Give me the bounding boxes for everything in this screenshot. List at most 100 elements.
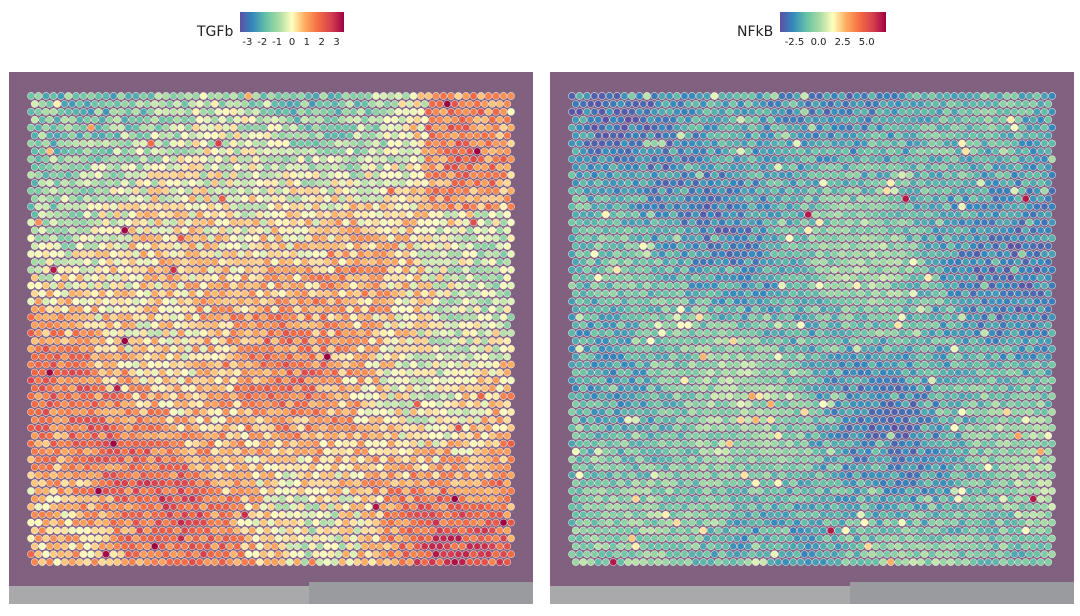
spot: [402, 329, 410, 337]
spot: [796, 115, 805, 124]
spot: [79, 329, 88, 337]
spot: [334, 202, 343, 211]
spot: [312, 139, 320, 148]
spot: [45, 495, 54, 503]
spot: [950, 186, 959, 195]
spot: [733, 123, 741, 132]
spot: [282, 360, 290, 369]
spot: [571, 226, 580, 235]
spot: [372, 281, 380, 290]
spot: [495, 147, 504, 156]
spot: [935, 186, 944, 195]
spot: [744, 210, 753, 219]
spot: [353, 289, 362, 298]
spot: [297, 171, 305, 179]
spot: [259, 344, 268, 353]
spot: [327, 329, 335, 337]
spot: [785, 171, 794, 179]
spot: [924, 147, 933, 156]
spot: [409, 171, 418, 179]
spot: [680, 202, 689, 211]
spot: [214, 518, 223, 527]
spot: [150, 131, 159, 140]
spot: [94, 234, 103, 243]
spot: [473, 352, 482, 361]
spot: [1018, 155, 1026, 164]
spot: [90, 305, 99, 314]
spot: [105, 226, 114, 235]
spot: [488, 226, 497, 235]
spot: [398, 115, 407, 124]
spot: [139, 202, 148, 211]
spot: [330, 258, 339, 266]
spot: [229, 186, 238, 195]
spot: [477, 329, 485, 337]
spot: [244, 107, 253, 116]
spot: [188, 368, 197, 377]
spot: [714, 131, 723, 140]
spot: [853, 92, 861, 100]
spot: [368, 431, 377, 440]
spot: [394, 471, 403, 480]
spot: [1044, 131, 1053, 140]
spot: [308, 431, 317, 440]
spot: [973, 218, 981, 227]
spot: [315, 242, 324, 250]
spot: [27, 202, 35, 211]
spot: [462, 487, 470, 495]
spot: [342, 534, 350, 543]
spot: [480, 163, 489, 171]
spot: [165, 289, 174, 298]
spot: [417, 281, 425, 290]
spot: [60, 479, 69, 487]
legend-tick-label: 0: [288, 37, 296, 48]
spot: [233, 416, 242, 424]
spot: [976, 210, 985, 219]
spot: [323, 226, 332, 235]
spot: [796, 131, 805, 140]
spot: [319, 550, 328, 559]
spot: [499, 518, 508, 527]
spot: [594, 100, 603, 108]
spot: [57, 186, 65, 195]
spot: [469, 502, 478, 511]
spot: [402, 123, 410, 132]
spot: [984, 179, 993, 187]
spot: [353, 179, 362, 187]
spot: [90, 194, 99, 203]
spot: [1033, 171, 1041, 179]
spot: [413, 384, 422, 393]
spot: [30, 194, 39, 203]
spot: [417, 534, 425, 543]
spot: [113, 431, 122, 440]
spot: [117, 344, 125, 353]
spot: [244, 423, 253, 432]
spot: [57, 487, 65, 495]
spot: [195, 147, 204, 156]
spot: [285, 447, 294, 456]
spot: [868, 171, 876, 179]
spot: [139, 313, 148, 322]
spot: [420, 447, 429, 456]
spot: [135, 179, 144, 187]
spot-layer: [568, 92, 1056, 566]
spot: [267, 218, 275, 227]
spot: [1036, 194, 1045, 203]
spot: [30, 542, 39, 551]
spot: [928, 92, 936, 100]
spot: [428, 447, 437, 456]
spot: [188, 179, 197, 187]
spot: [113, 115, 122, 124]
spot: [169, 518, 178, 527]
spot: [841, 147, 850, 156]
spot: [469, 281, 478, 290]
spot: [503, 226, 512, 235]
spot: [248, 242, 257, 250]
spot: [583, 155, 591, 164]
spot: [345, 289, 354, 298]
spot: [931, 115, 940, 124]
spot: [650, 155, 659, 164]
spot: [87, 439, 95, 448]
spot: [462, 123, 470, 132]
spot: [34, 439, 43, 448]
